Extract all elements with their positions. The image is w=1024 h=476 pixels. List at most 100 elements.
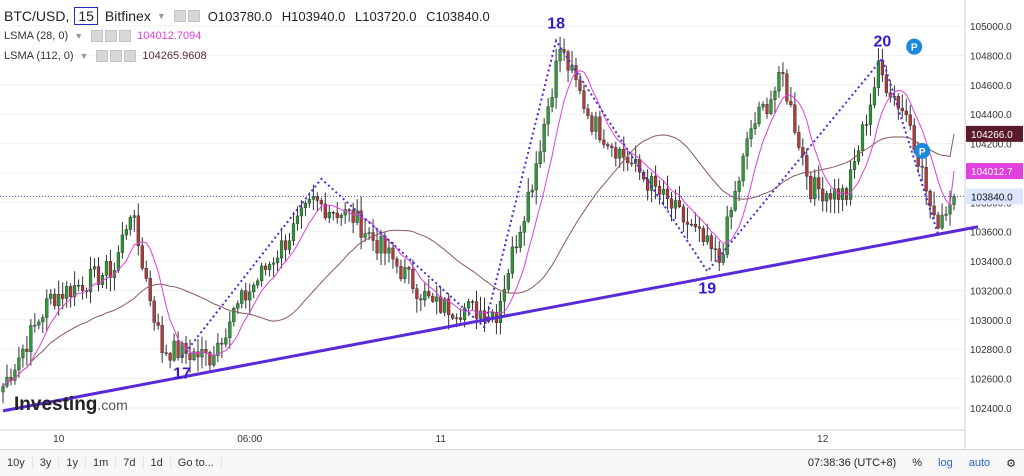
candle (399, 266, 403, 279)
exchange-label[interactable]: Bitfinex (104, 8, 151, 24)
candle (73, 285, 77, 297)
candle (713, 248, 717, 250)
candle (606, 144, 610, 147)
close-icon[interactable] (124, 50, 137, 62)
candle (530, 189, 534, 193)
auto-toggle[interactable]: auto (968, 457, 991, 469)
candle (443, 298, 447, 313)
candle (120, 234, 124, 253)
interval-label[interactable]: 15 (74, 7, 98, 25)
high-value: H103940.0 (281, 8, 346, 24)
candle (614, 147, 618, 159)
candle (395, 258, 399, 267)
candle (196, 351, 200, 358)
candle (852, 161, 857, 170)
candle (451, 314, 455, 319)
candle (789, 101, 793, 105)
candle (701, 228, 705, 242)
candle (594, 116, 598, 132)
lsma28-line (2, 70, 955, 387)
candle (562, 49, 566, 52)
candle (876, 60, 881, 88)
candle (821, 188, 825, 202)
candle (785, 73, 789, 102)
candle (522, 221, 526, 233)
candle (936, 214, 940, 229)
candle (407, 267, 411, 270)
candle (813, 177, 817, 200)
wave-label: 20 (873, 33, 891, 50)
clock-label: 07:38:36 (UTC+8) (807, 457, 897, 469)
settings-icon[interactable] (187, 10, 200, 22)
candle (932, 205, 936, 216)
candle (232, 308, 236, 323)
candle (797, 132, 801, 148)
candle (176, 340, 180, 358)
settings-icon[interactable] (110, 50, 123, 62)
candle (749, 128, 753, 139)
indicator-row-lsma28: LSMA (28, 0) ▼ 104012.7094 (4, 26, 490, 46)
candle (343, 209, 347, 216)
chevron-down-icon[interactable]: ▼ (79, 51, 89, 61)
timeframe-1d[interactable]: 1d (144, 457, 171, 469)
candle (626, 157, 630, 164)
pivot-marker-icon (906, 38, 923, 55)
candle (435, 296, 439, 302)
candle (367, 232, 371, 234)
chevron-down-icon[interactable]: ▼ (74, 31, 84, 41)
open-value: O103780.0 (207, 8, 273, 24)
timeframe-1y[interactable]: 1y (59, 457, 86, 469)
candle (57, 293, 61, 307)
y-tick-label: 104600.0 (970, 81, 1012, 92)
candle (546, 106, 550, 125)
symbol-label[interactable]: BTC/USD, (4, 8, 70, 24)
candle (462, 307, 467, 320)
candle (753, 123, 757, 130)
log-toggle[interactable]: log (938, 457, 953, 469)
candle (673, 200, 678, 209)
candle (598, 116, 602, 141)
candle (25, 348, 29, 352)
timeframe-10y[interactable]: 10y (0, 457, 33, 469)
indicator-label[interactable]: LSMA (112, 0) (4, 50, 74, 62)
candle (108, 261, 113, 278)
candle (884, 74, 888, 93)
timeframe-7d[interactable]: 7d (116, 457, 144, 469)
goto-button[interactable]: Go to... (171, 457, 222, 469)
timeframe-1m[interactable]: 1m (86, 457, 117, 469)
candle (307, 199, 311, 204)
timeframe-3y[interactable]: 3y (33, 457, 60, 469)
candle (447, 298, 451, 315)
eye-icon[interactable] (91, 30, 104, 42)
gear-icon[interactable]: ⚙ (1006, 457, 1016, 470)
candle (256, 280, 260, 286)
candle (793, 104, 797, 133)
y-tick-label: 104800.0 (970, 51, 1012, 62)
percent-toggle[interactable]: % (912, 457, 923, 469)
close-icon[interactable] (119, 30, 132, 42)
settings-icon[interactable] (105, 30, 118, 42)
candle (41, 317, 45, 323)
candle (419, 298, 423, 301)
candle (260, 265, 264, 282)
price-axis (965, 0, 1024, 449)
pivot-marker-label: P (919, 147, 926, 158)
candle (841, 188, 845, 200)
candle (610, 145, 614, 148)
chevron-down-icon[interactable]: ▼ (156, 11, 166, 21)
indicator-label[interactable]: LSMA (28, 0) (4, 30, 69, 42)
eye-icon[interactable] (96, 50, 109, 62)
candle (506, 273, 510, 290)
candle (474, 301, 479, 319)
eye-icon[interactable] (173, 10, 186, 22)
candle (928, 190, 932, 207)
candle (677, 200, 682, 207)
candle (1, 385, 5, 393)
candle (439, 296, 443, 313)
candle (283, 240, 288, 250)
candle (725, 216, 729, 255)
candle (908, 114, 912, 126)
y-tick-label: 102400.0 (970, 404, 1012, 415)
candle (49, 293, 53, 299)
